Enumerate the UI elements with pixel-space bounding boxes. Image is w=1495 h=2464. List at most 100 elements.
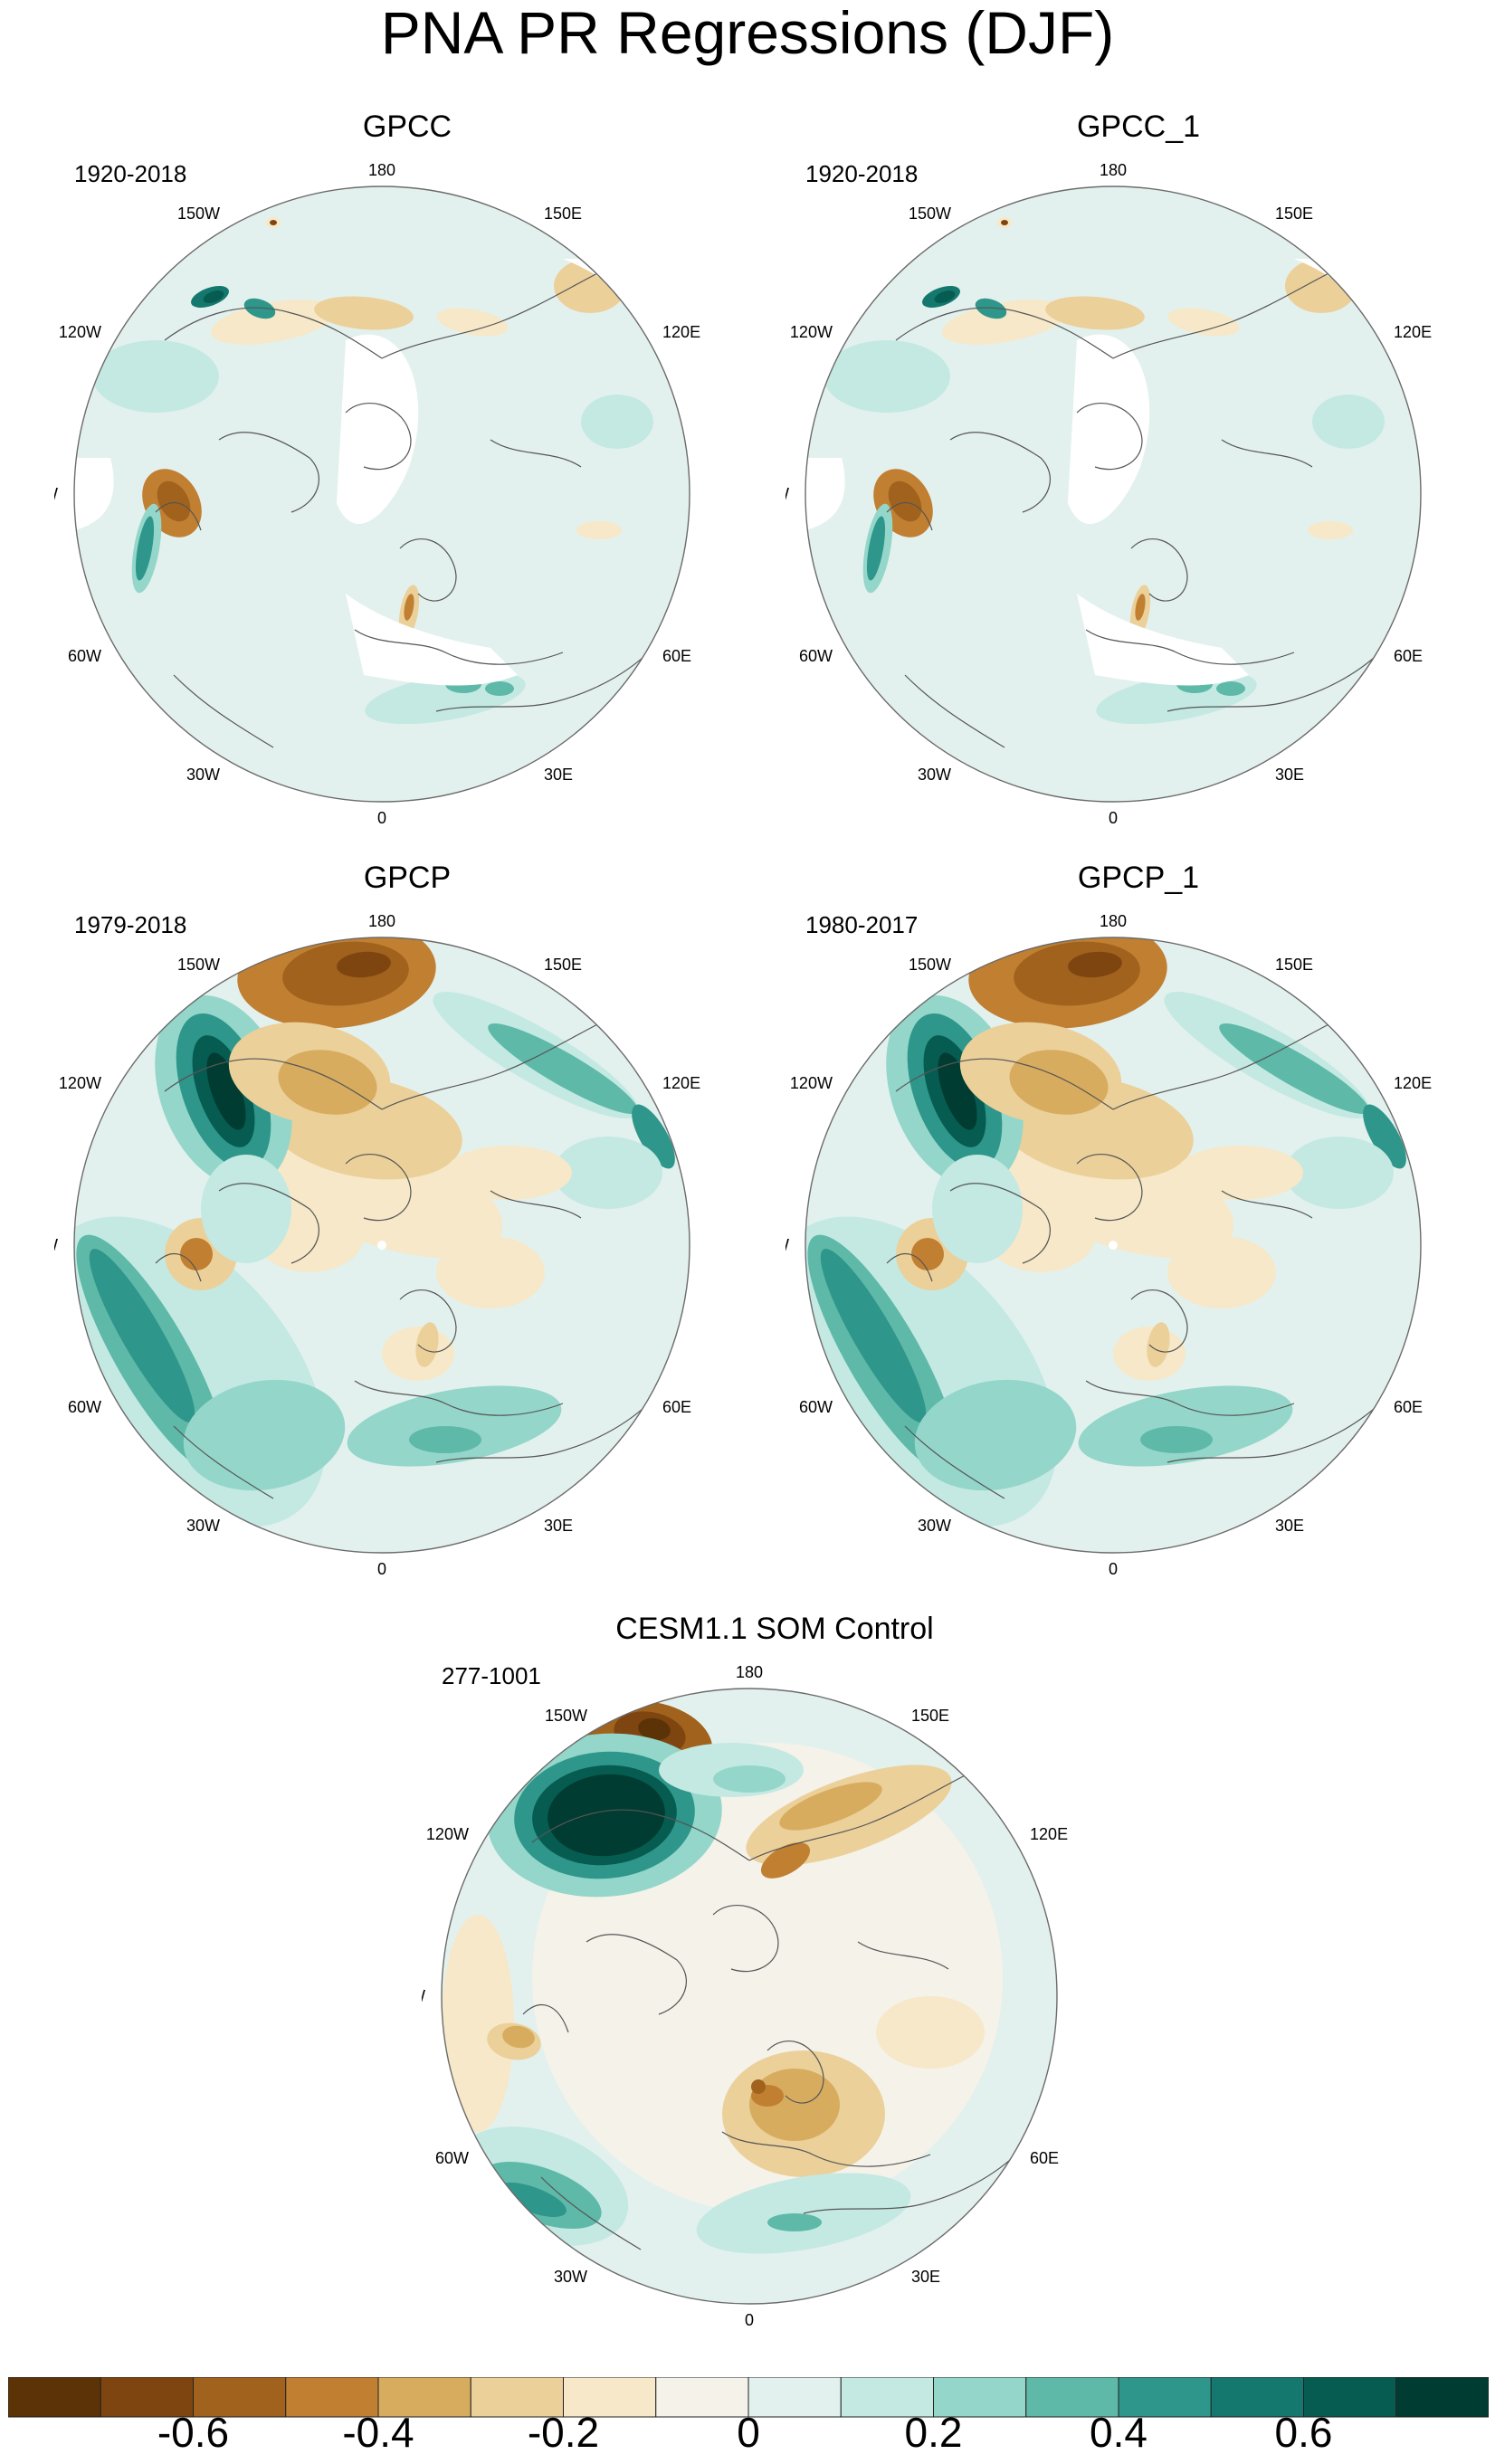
- map-panel-gpcc-1: GPCC_1 1920-2018 180150E120E90E60E30E030…: [786, 107, 1437, 849]
- coastline: [381, 267, 609, 359]
- longitude-label: 150E: [1275, 205, 1313, 223]
- longitude-label: 120E: [1394, 1074, 1432, 1092]
- longitude-label: 30E: [544, 766, 573, 784]
- contour-blob: [548, 1774, 665, 1857]
- longitude-label: 60W: [799, 647, 833, 665]
- coastline: [164, 307, 383, 359]
- longitude-label: 0: [1109, 809, 1118, 827]
- colorbar-tick-label: 0: [737, 2409, 760, 2456]
- contour-blob: [1045, 296, 1145, 330]
- map-frame: [805, 937, 1422, 1554]
- coastline: [904, 1425, 1005, 1499]
- coastline: [748, 1769, 976, 1861]
- missing-data-region: [337, 334, 419, 524]
- longitude-label: 90W: [54, 485, 58, 503]
- contour-blob: [975, 298, 1007, 319]
- coastline: [522, 2004, 569, 2033]
- coastline: [1166, 1398, 1385, 1463]
- coastline: [712, 1905, 779, 1973]
- contour-blob: [337, 951, 391, 978]
- contour-blob: [409, 1426, 481, 1453]
- longitude-label: 150E: [1275, 956, 1313, 974]
- contour-blob: [713, 1765, 786, 1793]
- colorbar-segment: [1395, 2377, 1489, 2418]
- contour-blob: [314, 296, 414, 330]
- coastline: [173, 1425, 274, 1499]
- longitude-label: 0: [1109, 1560, 1118, 1578]
- contour-blob: [415, 1322, 439, 1367]
- coastline: [1085, 629, 1295, 665]
- contour-blob: [201, 1155, 291, 1263]
- longitude-label: 150W: [177, 205, 220, 223]
- contour-blob: [911, 1238, 944, 1270]
- longitude-label: 30E: [544, 1517, 573, 1535]
- coastline: [949, 1183, 1051, 1264]
- coastline: [721, 2131, 931, 2167]
- contour-blob: [1363, 1104, 1406, 1169]
- contour-blob: [941, 300, 1068, 345]
- coastline: [895, 307, 1114, 359]
- contour-blob: [779, 1782, 882, 1831]
- longitude-label: 120W: [790, 1074, 833, 1092]
- colorbar-segment: [193, 2377, 287, 2418]
- coastline: [354, 1380, 564, 1416]
- colorbar-segment: [285, 2377, 379, 2418]
- longitude-label: 90W: [422, 1987, 425, 2005]
- coastlines: [886, 1018, 1385, 1499]
- coastline: [381, 1018, 609, 1110]
- coastline: [173, 674, 274, 748]
- contour-blob: [89, 1249, 195, 1422]
- longitude-label: 150E: [544, 205, 582, 223]
- longitude-label: 60E: [662, 1398, 691, 1416]
- longitude-label: 30W: [918, 1517, 951, 1535]
- coastline: [540, 2176, 642, 2250]
- coastline: [886, 1253, 933, 1282]
- longitude-label: 60E: [1394, 1398, 1423, 1416]
- contour-blob: [1167, 1236, 1276, 1308]
- contour-blob: [554, 1137, 662, 1209]
- longitude-label: 0: [377, 1560, 386, 1578]
- contour-blob: [1140, 1426, 1213, 1453]
- longitude-label: 90W: [54, 1236, 58, 1254]
- contour-blob: [183, 1379, 346, 1491]
- longitude-label: 30W: [186, 766, 220, 784]
- coastline: [354, 629, 564, 665]
- longitude-label: 120W: [426, 1825, 469, 1843]
- longitude-label: 150E: [911, 1707, 949, 1725]
- longitude-label: 120E: [1394, 323, 1432, 341]
- longitude-label: 90W: [786, 1236, 789, 1254]
- contour-blob: [404, 594, 414, 621]
- map-frame: [73, 937, 690, 1554]
- contour-blob: [914, 1379, 1077, 1491]
- contour-blob: [502, 2025, 535, 2049]
- colorbar-segment: [1118, 2377, 1212, 2418]
- pole-marker: [1109, 1241, 1118, 1250]
- coastline: [155, 502, 202, 531]
- contour-blob: [1216, 681, 1245, 696]
- longitude-label: 30E: [1275, 1517, 1304, 1535]
- colorbar-segment: [8, 2377, 101, 2418]
- panel-title: CESM1.1 SOM Control: [615, 1612, 934, 1646]
- contour-blob: [1001, 220, 1008, 225]
- coastlines: [155, 1018, 654, 1499]
- contour-blob: [1167, 308, 1240, 337]
- contour-blob: [767, 2213, 822, 2231]
- contour-blob: [92, 340, 219, 413]
- coastline: [1076, 403, 1143, 471]
- longitude-label: 30W: [554, 2268, 587, 2286]
- longitude-label: 0: [745, 2311, 754, 2329]
- longitude-label: 180: [1100, 912, 1127, 930]
- contour-blob: [938, 1052, 977, 1130]
- longitude-label: 60E: [1394, 647, 1423, 665]
- contour-blob: [436, 1236, 545, 1308]
- contour-blob: [1219, 1023, 1369, 1114]
- coastline: [435, 647, 654, 712]
- panel-period: 1979-2018: [74, 911, 187, 938]
- longitude-label: 180: [368, 161, 395, 179]
- contour-blob: [365, 671, 526, 725]
- coastline: [164, 1058, 383, 1110]
- colorbar: [8, 2377, 1489, 2418]
- figure-title: PNA PR Regressions (DJF): [380, 0, 1115, 66]
- contour-blob: [278, 1050, 377, 1115]
- contour-blob: [751, 2079, 766, 2094]
